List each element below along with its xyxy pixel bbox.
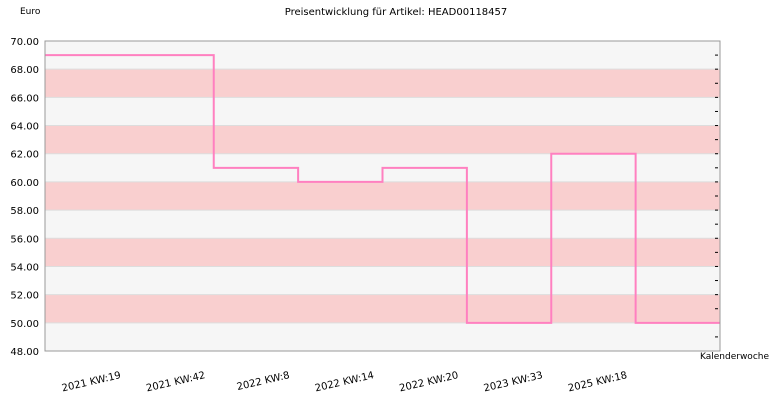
background-band [45, 238, 720, 267]
background-band [45, 125, 720, 154]
y-tick-label: 68.00 [10, 65, 39, 76]
series-line [45, 54, 720, 324]
y-tick-label: 62.00 [10, 150, 39, 161]
y-axis-label: Euro [20, 7, 41, 17]
background-band [45, 322, 720, 351]
y-tick-label: 64.00 [10, 122, 39, 133]
y-axis-ticks: 48.00 50.00 52.00 54.00 56.00 58.00 60.00 62.00… [10, 37, 39, 358]
x-tick-label: 2021 KW:42 [145, 370, 206, 394]
right-axis-ticks [715, 54, 718, 338]
background-bands [45, 41, 720, 351]
y-tick-label: 50.00 [10, 319, 39, 330]
background-band [45, 210, 720, 239]
background-band [45, 266, 720, 295]
y-tick-label: 54.00 [10, 262, 39, 273]
y-tick-label: 58.00 [10, 206, 39, 217]
x-tick-label: 2023 KW:33 [483, 370, 544, 394]
x-tick-label: 2025 KW:18 [567, 370, 628, 394]
x-axis-label: Kalenderwoche [700, 352, 769, 362]
y-tick-label: 48.00 [10, 347, 39, 358]
background-band [45, 294, 720, 323]
y-tick-label: 56.00 [10, 234, 39, 245]
background-band [45, 69, 720, 98]
x-tick-label: 2022 KW:14 [314, 370, 375, 394]
y-tick-label: 52.00 [10, 291, 39, 302]
background-band [45, 97, 720, 126]
x-tick-label: 2022 KW:20 [398, 370, 459, 394]
y-tick-label: 70.00 [10, 37, 39, 48]
y-tick-label: 66.00 [10, 93, 39, 104]
x-tick-label: 2021 KW:19 [61, 370, 122, 394]
chart-title: Preisentwicklung für Artikel: HEAD001184… [285, 7, 508, 18]
plot-frame [44, 40, 721, 352]
x-axis-tick-labels: 2021 KW:19 2021 KW:42 2022 KW:8 2022 KW:14 2… [61, 370, 628, 394]
series-layer [45, 54, 720, 324]
x-tick-label: 2022 KW:8 [236, 370, 291, 393]
y-tick-label: 60.00 [10, 178, 39, 189]
background-band [45, 181, 720, 211]
